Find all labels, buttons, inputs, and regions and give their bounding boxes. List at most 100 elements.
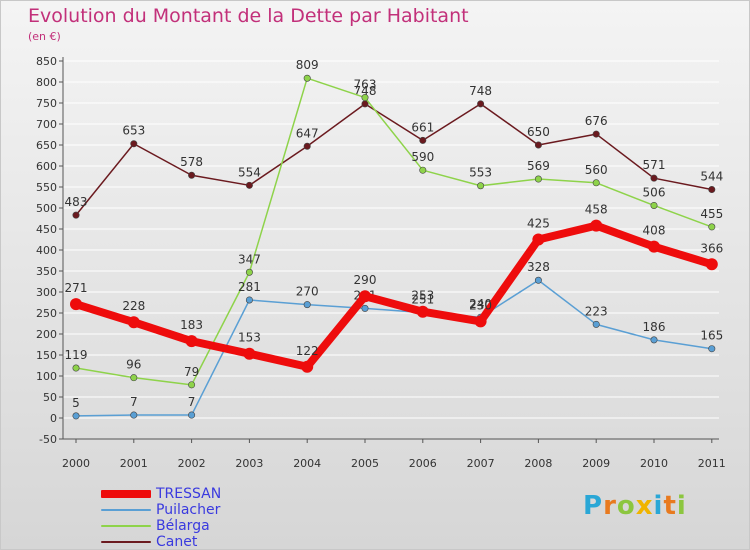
data-label: 506: [643, 185, 666, 199]
data-point: [532, 233, 545, 246]
data-point: [416, 305, 429, 318]
logo-letter: i: [653, 491, 664, 521]
data-point: [72, 412, 80, 420]
series-line-belarga: [75, 77, 713, 386]
x-tick-label: 2009: [582, 457, 610, 470]
data-label: 544: [700, 170, 723, 184]
data-point: [301, 360, 314, 373]
y-tick-label: 700: [36, 118, 57, 131]
y-tick-label: 150: [36, 349, 57, 362]
legend-item-puilacher: Puilacher: [101, 502, 301, 518]
data-point: [708, 223, 716, 231]
y-tick-label: 0: [50, 412, 57, 425]
data-label: 408: [643, 224, 666, 238]
data-point: [245, 181, 253, 189]
legend-swatch-puilacher: [101, 509, 151, 511]
axes: -50 0 50 100 150 200 250 300 350 400 450 500 550 600 6…: [36, 55, 726, 470]
data-label: 571: [643, 158, 666, 172]
series-puilacher: 577281270261251240328223186165: [72, 260, 723, 420]
data-point: [419, 166, 427, 174]
data-label: 590: [411, 150, 434, 164]
legend-swatch-tressan: [101, 490, 151, 498]
legend-swatch-canet: [101, 541, 151, 543]
data-point: [592, 130, 600, 138]
x-tick-label: 2003: [235, 457, 263, 470]
data-point: [303, 142, 311, 150]
data-point: [592, 179, 600, 187]
chart-subtitle: (en €): [28, 30, 61, 43]
x-tick-label: 2005: [351, 457, 379, 470]
data-label: 183: [180, 318, 203, 332]
data-label: 290: [354, 273, 377, 287]
logo-letter: P: [583, 491, 604, 521]
data-label: 271: [65, 281, 88, 295]
data-label: 748: [354, 84, 377, 98]
data-point: [534, 276, 542, 284]
data-point: [708, 345, 716, 353]
data-point: [185, 335, 198, 348]
data-point: [359, 290, 371, 303]
x-tick-label: 2006: [409, 457, 437, 470]
data-point: [361, 304, 369, 312]
x-tick-label: 2001: [120, 457, 148, 470]
data-label: 763: [354, 78, 377, 92]
data-label: 328: [527, 260, 550, 274]
x-tick-label: 2010: [640, 457, 668, 470]
data-point: [650, 201, 658, 209]
legend-item-canet: Canet: [101, 534, 301, 550]
logo-letter: x: [635, 491, 654, 521]
data-label: 228: [122, 299, 145, 313]
legend-label-belarga: Bélarga: [156, 518, 210, 534]
data-label: 748: [469, 84, 492, 98]
data-point: [130, 140, 138, 148]
x-tick-label: 2007: [467, 457, 495, 470]
x-tick-label: 2002: [178, 457, 206, 470]
data-label: 270: [296, 285, 319, 299]
data-label: 650: [527, 125, 550, 139]
data-point: [592, 320, 600, 328]
data-point: [477, 182, 485, 190]
data-label: 230: [469, 298, 492, 312]
data-point: [474, 315, 487, 328]
logo-letter: r: [603, 491, 617, 521]
proxiti-logo: Proxiti: [583, 491, 687, 521]
data-label: 554: [238, 165, 261, 179]
data-label: 647: [296, 126, 319, 140]
data-label: 119: [65, 348, 88, 362]
y-tick-label: 50: [43, 391, 57, 404]
x-tick-label: 2000: [62, 457, 90, 470]
data-label: 122: [296, 344, 319, 358]
data-label: 153: [238, 331, 261, 345]
data-label: 251: [411, 293, 434, 307]
y-tick-label: 200: [36, 328, 57, 341]
data-label: 96: [126, 358, 141, 372]
data-label: 483: [65, 195, 88, 209]
y-tick-label: 750: [36, 97, 57, 110]
data-point: [708, 186, 716, 194]
data-point: [303, 301, 311, 309]
y-tick-label: 650: [36, 139, 57, 152]
y-tick-label: 300: [36, 286, 57, 299]
data-label: 809: [296, 58, 319, 72]
data-label: 553: [469, 166, 492, 180]
data-point: [648, 240, 660, 253]
data-point: [419, 136, 427, 144]
data-label: 223: [585, 304, 608, 318]
data-point: [705, 258, 718, 271]
data-point: [650, 174, 658, 182]
data-label: 7: [130, 395, 138, 409]
x-tick-label: 2008: [524, 457, 552, 470]
data-point: [188, 411, 196, 419]
data-label: 7: [188, 395, 196, 409]
data-point: [72, 364, 80, 372]
data-label: 186: [643, 320, 666, 334]
data-point: [243, 347, 256, 360]
data-label: 5: [72, 396, 80, 410]
grid-lines: [63, 60, 719, 440]
x-tick-label: 2011: [698, 457, 726, 470]
logo-letter: t: [663, 491, 677, 521]
y-tick-label: 250: [36, 307, 57, 320]
y-tick-label: 600: [36, 160, 57, 173]
